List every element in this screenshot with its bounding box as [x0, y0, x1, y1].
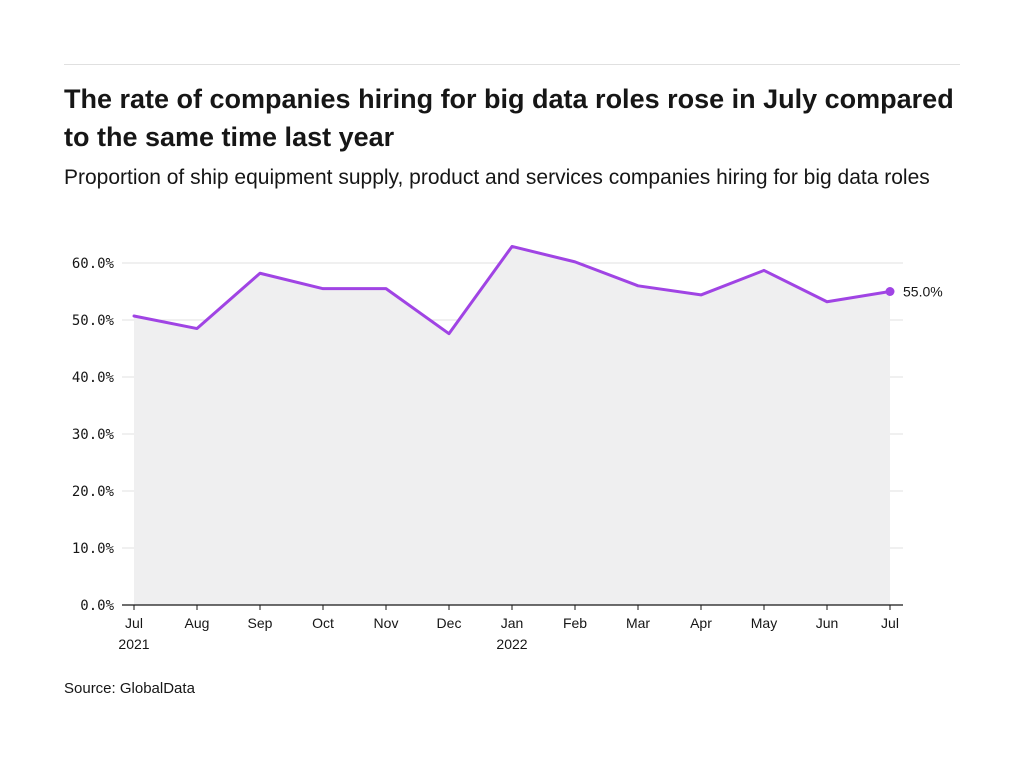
x-tick-label: Aug [185, 615, 210, 631]
y-tick-label: 30.0% [72, 427, 115, 443]
x-tick-label: Dec [437, 615, 462, 631]
line-chart: 0.0% 10.0% 20.0% 30.0% 40.0% 50.0% 60.0% 55.0% J… [72, 244, 943, 652]
x-tick-label: Oct [312, 615, 334, 631]
chart-subtitle: Proportion of ship equipment supply, pro… [64, 166, 930, 189]
label-layer: 0.0% 10.0% 20.0% 30.0% 40.0% 50.0% 60.0% 55.0% J… [72, 256, 943, 652]
x-tick-label: Jun [816, 615, 839, 631]
y-tick-label: 10.0% [72, 541, 115, 557]
chart-title: The rate of companies hiring for big dat… [64, 84, 954, 152]
x-tick-label: Feb [563, 615, 587, 631]
x-tick-year-label: 2021 [118, 636, 149, 652]
area-layer [134, 246, 890, 605]
y-tick-label: 20.0% [72, 484, 115, 500]
x-tick-year-label: 2022 [496, 636, 527, 652]
end-point-marker [885, 287, 895, 296]
x-tick-label: Nov [374, 615, 399, 631]
x-tick-label: Sep [248, 615, 273, 631]
x-tick-label: Apr [690, 615, 712, 631]
x-tick-label: May [751, 615, 777, 631]
source-note: Source: GlobalData [64, 680, 195, 697]
x-tick-label: Jul [881, 615, 899, 631]
axis-layer [122, 604, 903, 610]
area-fill [134, 246, 890, 605]
y-tick-label: 60.0% [72, 256, 115, 272]
x-tick-label: Mar [626, 615, 650, 631]
top-divider [64, 64, 960, 65]
series-line [132, 244, 892, 336]
x-tick-label: Jan [501, 615, 524, 631]
y-tick-label: 40.0% [72, 370, 115, 386]
y-tick-label: 0.0% [80, 598, 114, 614]
x-tick-label: Jul [125, 615, 143, 631]
end-value-label: 55.0% [903, 284, 943, 300]
line-layer [132, 244, 895, 336]
y-tick-label: 50.0% [72, 313, 115, 329]
